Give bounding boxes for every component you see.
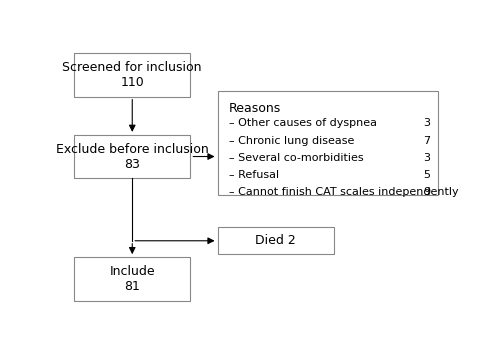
- Text: 7: 7: [424, 136, 430, 145]
- Text: – Refusal: – Refusal: [229, 170, 279, 180]
- Text: Include
81: Include 81: [110, 265, 155, 293]
- Text: – Other causes of dyspnea: – Other causes of dyspnea: [229, 119, 377, 128]
- Text: 3: 3: [424, 119, 430, 128]
- FancyBboxPatch shape: [218, 227, 334, 255]
- Text: – Several co-morbidities: – Several co-morbidities: [229, 153, 364, 163]
- Text: – Cannot finish CAT scales independently: – Cannot finish CAT scales independently: [229, 187, 459, 197]
- Text: 5: 5: [424, 170, 430, 180]
- Text: – Chronic lung disease: – Chronic lung disease: [229, 136, 354, 145]
- Text: Died 2: Died 2: [256, 234, 296, 247]
- Text: Exclude before inclusion
83: Exclude before inclusion 83: [56, 143, 208, 170]
- Text: Reasons: Reasons: [229, 102, 281, 115]
- FancyBboxPatch shape: [74, 53, 190, 97]
- FancyBboxPatch shape: [74, 257, 190, 301]
- Text: Screened for inclusion
110: Screened for inclusion 110: [62, 61, 202, 89]
- FancyBboxPatch shape: [218, 91, 438, 195]
- Text: 9: 9: [424, 187, 430, 197]
- FancyBboxPatch shape: [74, 135, 190, 178]
- Text: 3: 3: [424, 153, 430, 163]
